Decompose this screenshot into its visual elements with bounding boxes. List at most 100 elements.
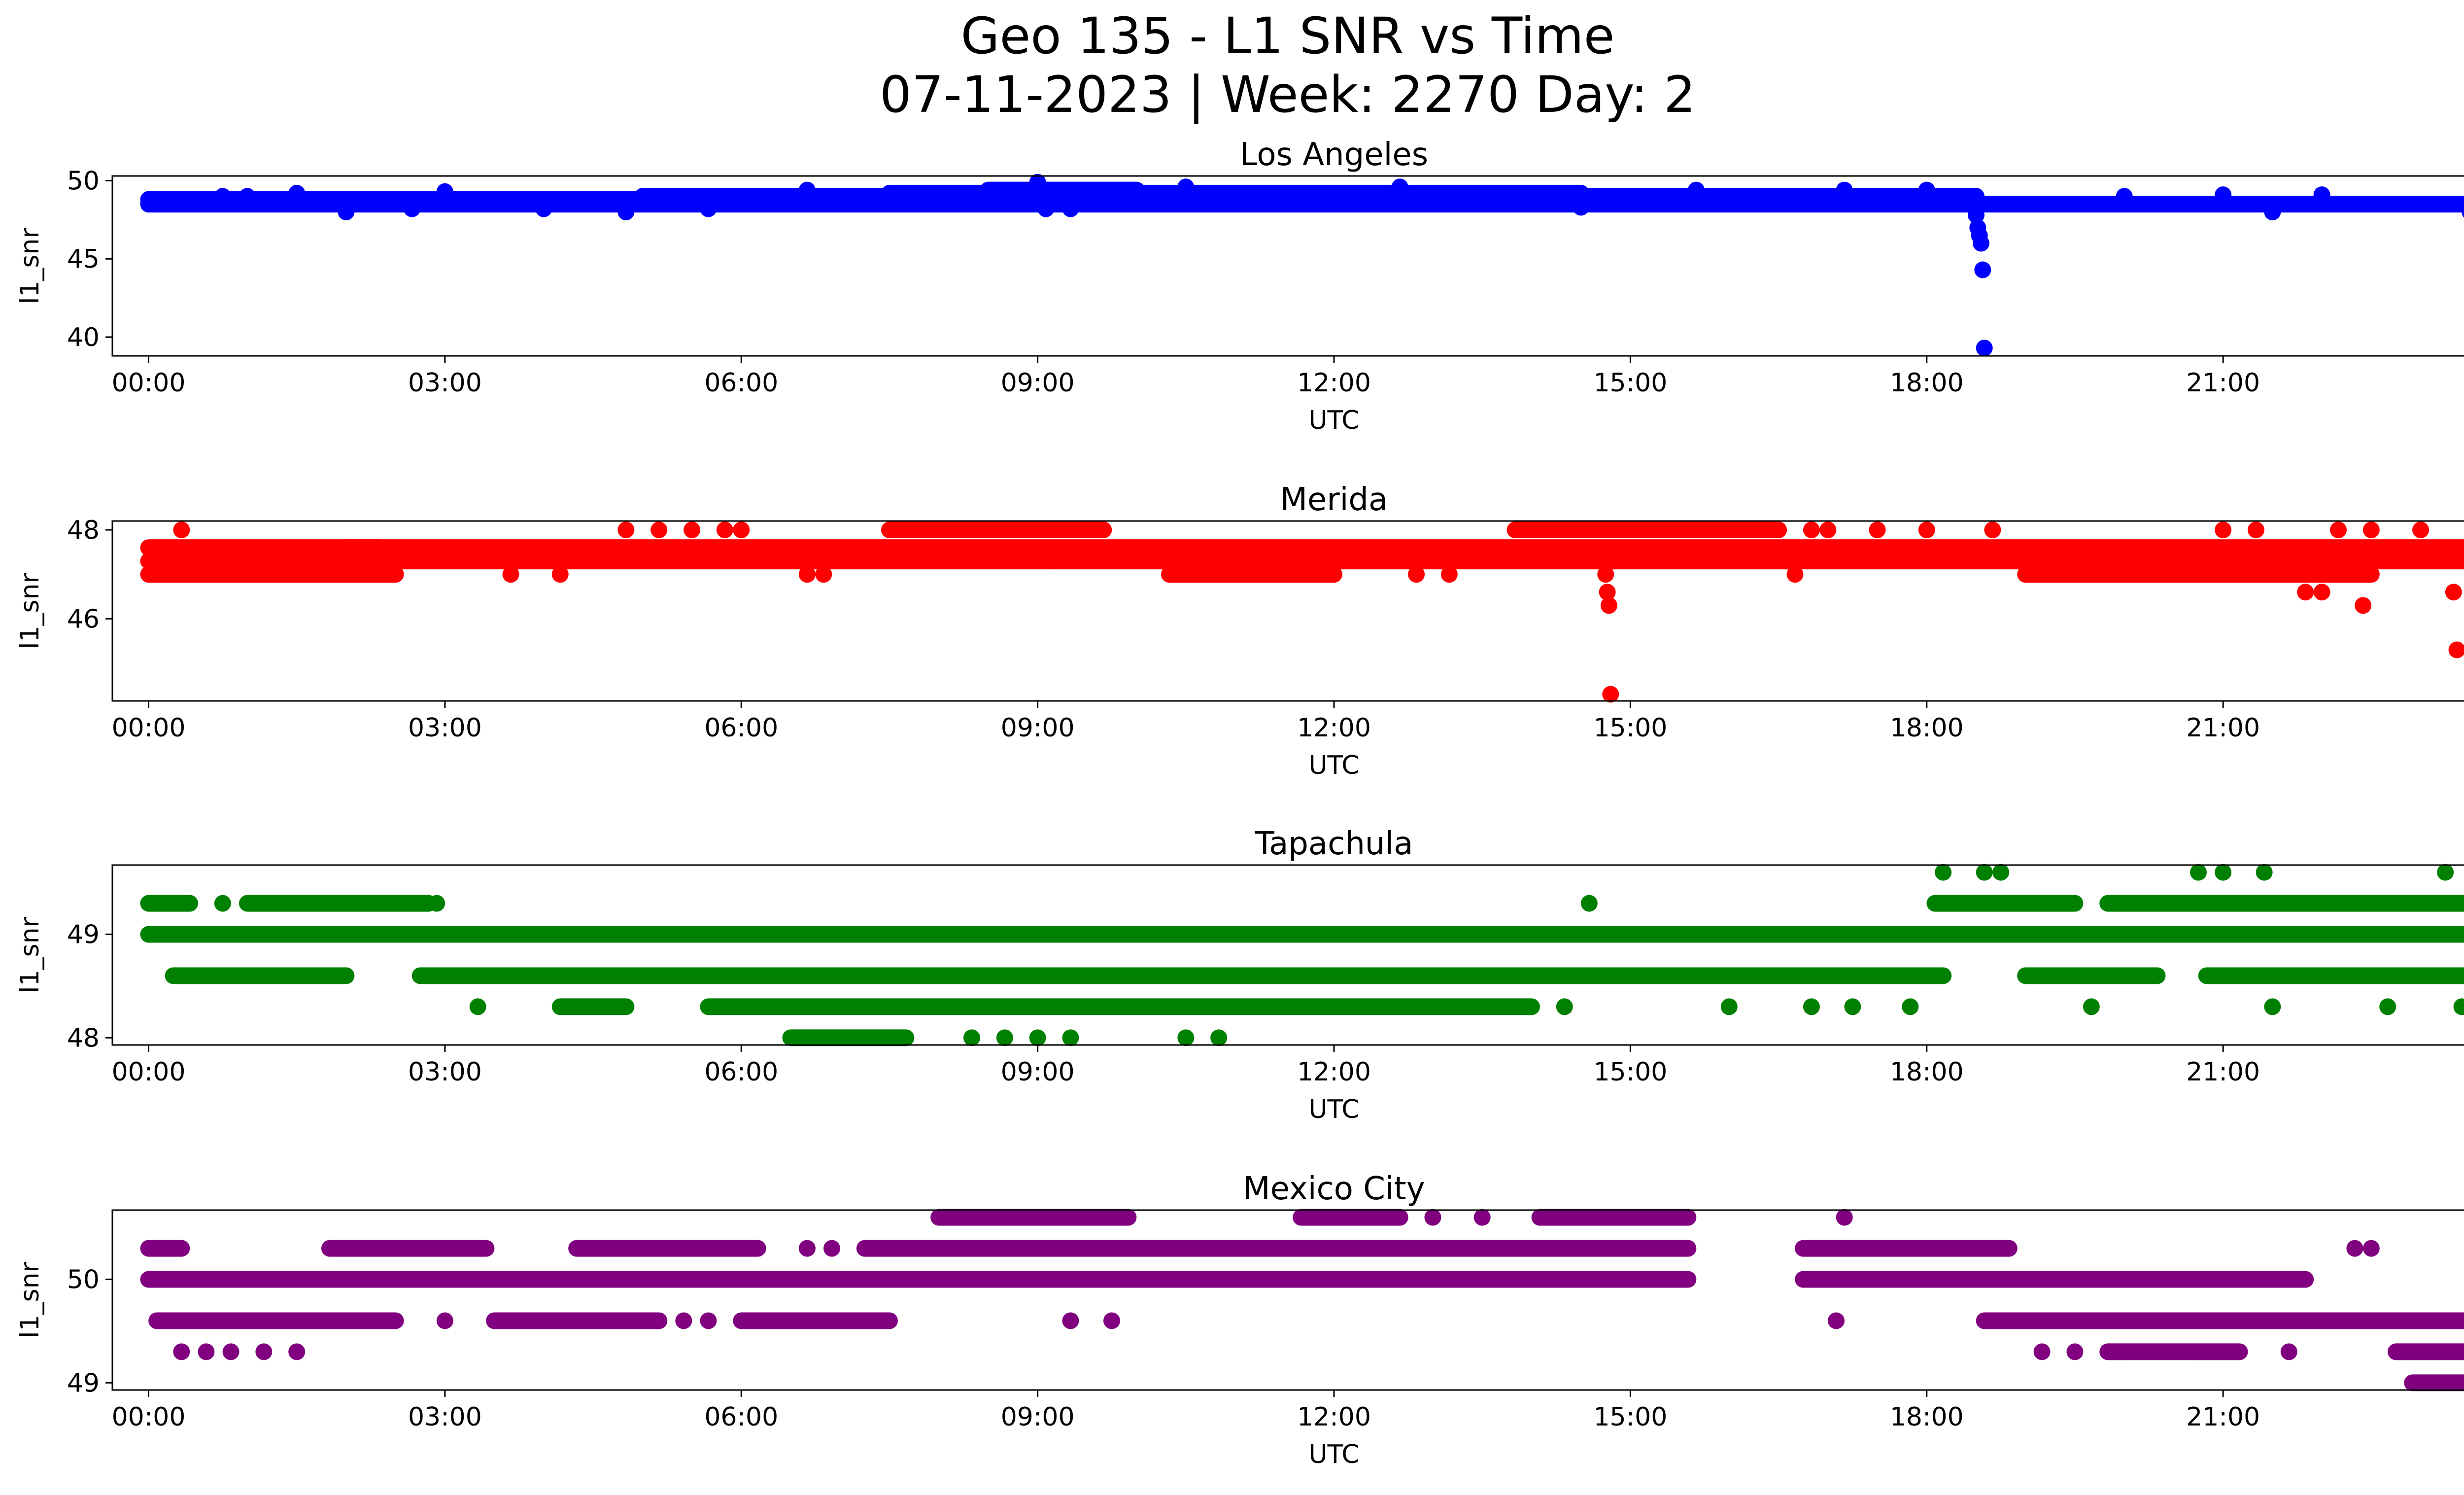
data-point <box>1580 895 1598 912</box>
data-point <box>823 1240 841 1257</box>
x-tick-label: 12:00 <box>1297 713 1371 743</box>
x-tick-label: 03:00 <box>408 713 482 743</box>
subplot-title: Merida <box>1280 482 1388 518</box>
data-point <box>1976 864 1993 881</box>
data-marks <box>140 1209 2464 1391</box>
data-point <box>1062 200 1079 217</box>
data-point <box>684 522 701 539</box>
data-point <box>436 183 453 200</box>
data-point <box>1177 178 1195 196</box>
x-tick-label: 09:00 <box>1001 713 1075 743</box>
data-point <box>1992 864 2010 881</box>
y-tick-label: 48 <box>67 1023 100 1053</box>
data-point <box>1602 686 1619 703</box>
data-point <box>288 1343 306 1360</box>
x-tick-label: 12:00 <box>1297 368 1371 398</box>
data-point <box>675 1312 692 1329</box>
subplot-tapachula: 00:00 03:00 06:00 09:00 12:00 15:00 18:00 21:00… <box>15 826 2464 1124</box>
y-axis-label: l1_snr <box>15 572 45 649</box>
subplot-mexico-city: 00:00 03:00 06:00 09:00 12:00 15:00 18:00 21:00… <box>15 1171 2464 1469</box>
data-point <box>1473 1209 1491 1226</box>
x-tick-label: 09:00 <box>1001 1057 1075 1087</box>
data-point <box>1293 194 1310 211</box>
data-point <box>1869 522 1886 539</box>
data-point <box>1599 584 1616 601</box>
y-axis-label: l1_snr <box>15 227 45 304</box>
data-point <box>2215 522 2232 539</box>
data-marks <box>140 522 2464 703</box>
data-point <box>2247 522 2264 539</box>
x-tick-label: 18:00 <box>1890 1402 1964 1432</box>
data-point <box>1424 1209 1441 1226</box>
data-point <box>1210 1029 1228 1046</box>
data-point <box>1688 181 1705 199</box>
data-point <box>1062 1312 1079 1329</box>
data-point <box>436 1312 453 1329</box>
data-point <box>2297 584 2314 601</box>
data-point <box>1350 926 1368 943</box>
x-tick-label: 06:00 <box>704 713 778 743</box>
x-tick-label: 00:00 <box>112 713 186 743</box>
x-tick-label: 03:00 <box>408 1057 482 1087</box>
subplot-merida: 00:00 03:00 06:00 09:00 12:00 15:00 18:00 21:00… <box>15 482 2464 780</box>
x-axis-label: UTC <box>1308 406 1359 435</box>
data-point <box>1827 1312 1845 1329</box>
data-point <box>815 566 832 583</box>
data-point <box>1803 522 1820 539</box>
x-tick-label: 21:00 <box>2186 1057 2260 1087</box>
figure-title: Geo 135 - L1 SNR vs Time 07-11-2023 | We… <box>0 7 2464 124</box>
y-tick-label: 46 <box>67 604 100 634</box>
data-point <box>1037 200 1055 217</box>
data-point <box>1918 181 1935 199</box>
x-tick-label: 09:00 <box>1001 1402 1075 1432</box>
data-point <box>2264 998 2281 1015</box>
data-point <box>963 1029 980 1046</box>
y-tick-label: 40 <box>67 323 100 352</box>
subplot-los-angeles: 00:00 03:00 06:00 09:00 12:00 15:00 18:00 21:00… <box>15 137 2464 435</box>
data-point <box>1935 864 1952 881</box>
data-point <box>2083 998 2100 1015</box>
data-point <box>2313 186 2330 204</box>
data-point <box>1440 566 1458 583</box>
data-point <box>2412 522 2430 539</box>
x-tick-label: 06:00 <box>704 1402 778 1432</box>
data-point <box>1029 1029 1046 1046</box>
data-point <box>255 1343 273 1360</box>
data-point <box>198 1343 215 1360</box>
data-point <box>996 1029 1013 1046</box>
data-point <box>733 522 750 539</box>
x-tick-label: 15:00 <box>1593 713 1667 743</box>
y-axis-label: l1_snr <box>15 1261 45 1338</box>
data-point <box>1103 1312 1120 1329</box>
x-tick-label: 03:00 <box>408 1402 482 1432</box>
data-point <box>2346 1240 2363 1257</box>
data-point <box>1720 998 1738 1015</box>
data-point <box>1573 199 1590 216</box>
y-axis-label: l1_snr <box>15 916 45 993</box>
subplot-title: Mexico City <box>1243 1171 1425 1207</box>
data-point <box>1967 207 1985 224</box>
data-point <box>716 522 733 539</box>
data-point <box>502 566 519 583</box>
data-point <box>963 926 980 943</box>
data-point <box>1046 553 1063 570</box>
data-point <box>2190 864 2207 881</box>
data-point <box>1984 522 2001 539</box>
data-point <box>2116 188 2133 205</box>
data-marks <box>140 174 2464 357</box>
x-tick-label: 00:00 <box>112 1402 186 1432</box>
x-axis-label: UTC <box>1308 1095 1359 1124</box>
x-tick-label: 00:00 <box>112 1057 186 1087</box>
data-point <box>700 200 717 217</box>
data-point <box>2033 1343 2051 1360</box>
x-tick-label: 00:00 <box>112 368 186 398</box>
data-point <box>2355 597 2372 614</box>
data-point <box>551 566 569 583</box>
data-point <box>214 188 231 205</box>
data-point <box>2437 864 2454 881</box>
x-tick-label: 15:00 <box>1593 1057 1667 1087</box>
y-tick-label: 50 <box>67 1265 100 1295</box>
x-tick-label: 15:00 <box>1593 1402 1667 1432</box>
data-point <box>2329 522 2347 539</box>
x-tick-label: 03:00 <box>408 368 482 398</box>
